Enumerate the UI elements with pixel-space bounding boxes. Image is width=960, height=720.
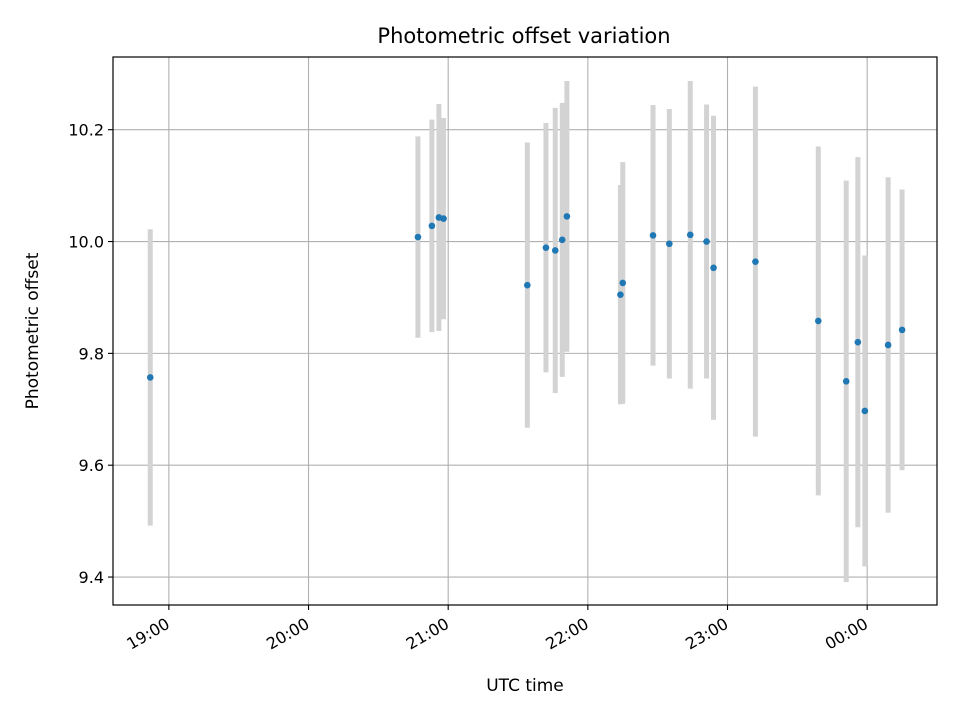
data-point [710,264,717,272]
data-point [686,231,694,239]
data-point [814,317,822,325]
x-tick-label: 00:00 [822,614,871,654]
data-point [617,291,624,298]
plot-frame [112,56,938,606]
data-point [440,215,447,222]
data-point [619,279,627,287]
data-point [898,326,906,334]
data-point [146,374,154,381]
y-axis-label: Photometric offset [23,252,43,409]
y-tick-label: 10.2 [68,121,104,140]
y-tick-label: 9.8 [79,344,104,363]
data-point [703,238,710,245]
data-point [854,338,862,346]
data-point [542,244,550,251]
data-point [861,407,869,415]
data-point [414,233,422,241]
x-tick-label: 19:00 [123,614,172,654]
x-tick-label: 23:00 [682,614,731,654]
y-tick-label: 9.6 [79,456,104,475]
data-point [428,222,436,230]
data-point [842,378,850,385]
error-bars [147,81,905,583]
x-axis-label: UTC time [486,676,564,696]
data-point [649,232,657,239]
y-axis: 9.4 9.6 9.8 10.0 10.2 [68,121,113,587]
data-points [146,213,906,415]
data-point [551,247,559,254]
y-tick-label: 10.0 [68,233,104,252]
x-tick-label: 20:00 [263,614,312,654]
x-tick-label: 22:00 [542,614,591,654]
x-axis: 19:00 20:00 21:00 22:00 23:00 00:00 [123,605,871,654]
chart-title: Photometric offset variation [377,24,670,48]
data-point [558,236,566,244]
data-point [666,240,673,248]
data-point [884,341,892,349]
y-tick-label: 9.4 [79,568,104,587]
x-tick-label: 21:00 [403,614,452,654]
data-point [752,258,759,265]
data-point [524,281,531,289]
data-point [563,213,571,220]
